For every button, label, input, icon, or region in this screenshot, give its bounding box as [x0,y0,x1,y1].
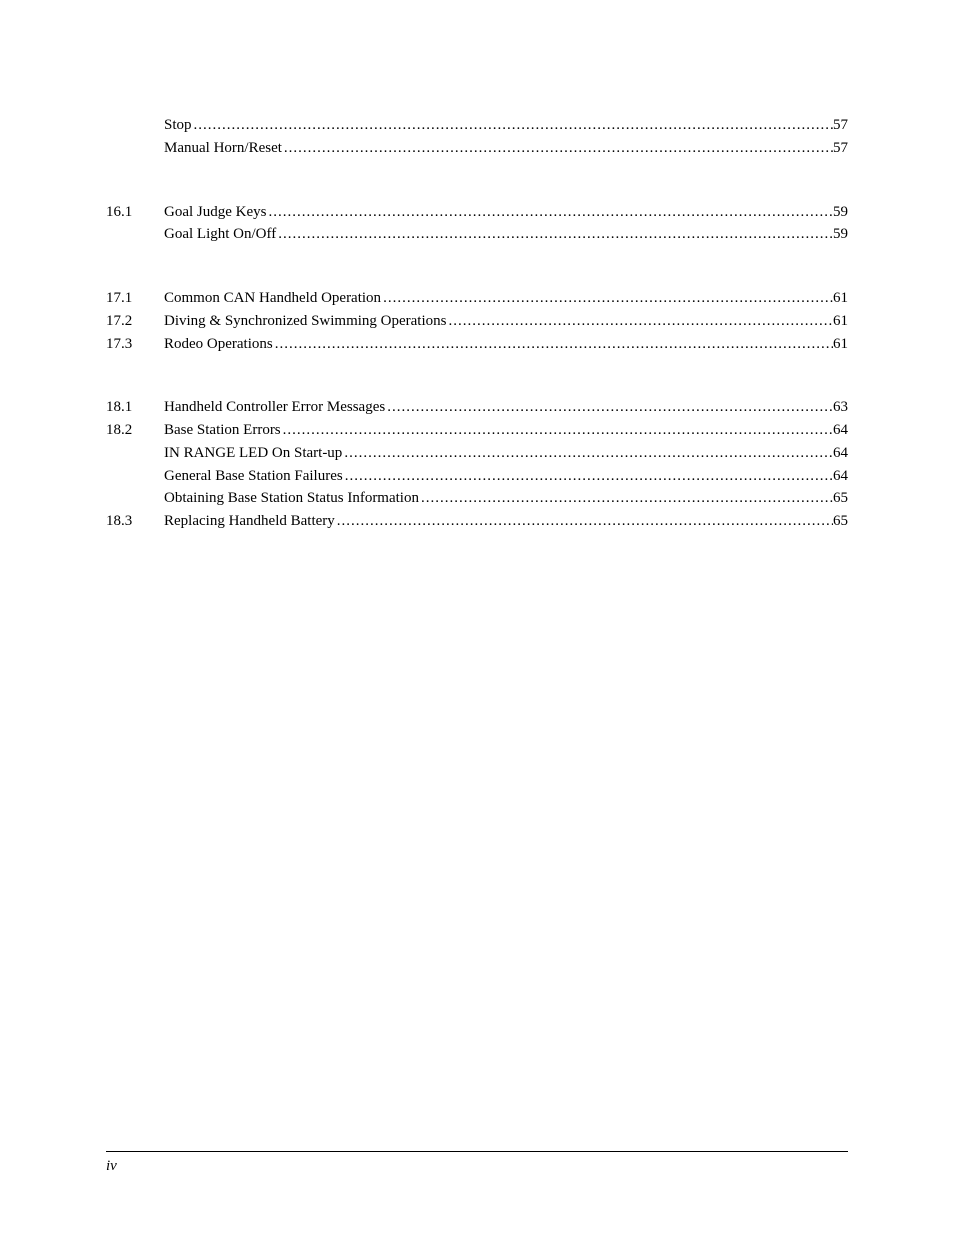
toc-entry-number: 17.3 [106,334,164,356]
toc-entry-label: Common CAN Handheld Operation [164,288,381,310]
toc-entry-label: Manual Horn/Reset [164,138,282,160]
toc-leader-dots: ........................................… [419,488,833,510]
toc-entry-number: 17.2 [106,311,164,333]
toc-entry-page: 65 [833,488,848,510]
toc-leader-dots: ........................................… [343,466,833,488]
toc-group: 17.1Common CAN Handheld Operation.......… [106,288,848,355]
toc-leader-dots: ........................................… [446,311,833,333]
toc-entry-number: 16.1 [106,202,164,224]
toc-row: Stop....................................… [106,115,848,137]
toc-row: Goal Light On/Off.......................… [106,224,848,246]
toc-entry-page: 64 [833,420,848,442]
toc-entry-label: Replacing Handheld Battery [164,511,335,533]
toc-entry-label: Obtaining Base Station Status Informatio… [164,488,419,510]
toc-row: 16.1Goal Judge Keys.....................… [106,202,848,224]
toc-row: 17.2Diving & Synchronized Swimming Opera… [106,311,848,333]
toc-entry-label: Base Station Errors [164,420,281,442]
toc-row: Obtaining Base Station Status Informatio… [106,488,848,510]
toc-entry-page: 57 [833,138,848,160]
toc-entry-label: Rodeo Operations [164,334,273,356]
toc-entry-label: Goal Light On/Off [164,224,276,246]
toc-row: 17.3Rodeo Operations....................… [106,334,848,356]
toc-entry-page: 61 [833,334,848,356]
toc-row: 18.2Base Station Errors.................… [106,420,848,442]
toc-entry-page: 63 [833,397,848,419]
toc-leader-dots: ........................................… [192,115,833,137]
toc-leader-dots: ........................................… [276,224,833,246]
toc-leader-dots: ........................................… [335,511,833,533]
toc-leader-dots: ........................................… [381,288,833,310]
toc-row: 18.1Handheld Controller Error Messages..… [106,397,848,419]
toc-entry-number: 17.1 [106,288,164,310]
toc-entry-label: Diving & Synchronized Swimming Operation… [164,311,446,333]
toc-entry-page: 65 [833,511,848,533]
toc-row: General Base Station Failures...........… [106,466,848,488]
toc-row: 17.1Common CAN Handheld Operation.......… [106,288,848,310]
toc-leader-dots: ........................................… [282,138,833,160]
toc-group: 16.1Goal Judge Keys.....................… [106,202,848,247]
toc-entry-page: 61 [833,288,848,310]
toc-entry-page: 61 [833,311,848,333]
toc-entry-number: 18.1 [106,397,164,419]
toc-entry-label: Stop [164,115,192,137]
toc-entry-page: 59 [833,224,848,246]
table-of-contents: Stop....................................… [106,115,848,533]
toc-entry-label: Handheld Controller Error Messages [164,397,385,419]
toc-row: Manual Horn/Reset.......................… [106,138,848,160]
toc-leader-dots: ........................................… [342,443,833,465]
toc-leader-dots: ........................................… [385,397,833,419]
toc-entry-number: 18.3 [106,511,164,533]
toc-entry-page: 59 [833,202,848,224]
toc-entry-page: 57 [833,115,848,137]
toc-row: 18.3Replacing Handheld Battery..........… [106,511,848,533]
toc-group: 18.1Handheld Controller Error Messages..… [106,397,848,533]
toc-entry-label: Goal Judge Keys [164,202,266,224]
toc-entry-number: 18.2 [106,420,164,442]
toc-entry-label: IN RANGE LED On Start-up [164,443,342,465]
toc-entry-page: 64 [833,443,848,465]
footer-rule [106,1151,848,1152]
page-footer: iv [106,1151,848,1175]
toc-entry-label: General Base Station Failures [164,466,343,488]
toc-leader-dots: ........................................… [273,334,833,356]
toc-leader-dots: ........................................… [281,420,833,442]
toc-row: IN RANGE LED On Start-up................… [106,443,848,465]
page-number: iv [106,1158,848,1175]
toc-group: Stop....................................… [106,115,848,160]
toc-entry-page: 64 [833,466,848,488]
toc-leader-dots: ........................................… [266,202,833,224]
